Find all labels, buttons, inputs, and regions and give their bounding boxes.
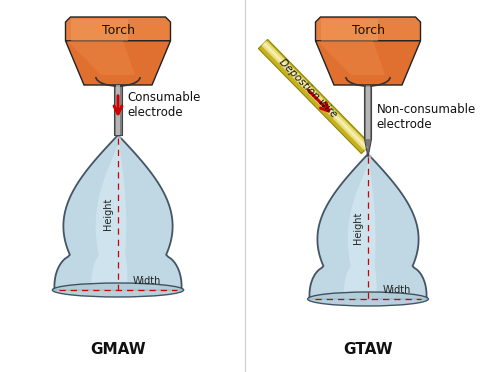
Text: Torch: Torch	[352, 25, 384, 38]
Bar	[364, 85, 372, 139]
Text: Height: Height	[353, 212, 363, 244]
Polygon shape	[316, 17, 420, 41]
Polygon shape	[320, 19, 378, 41]
Polygon shape	[310, 154, 426, 299]
Text: Width: Width	[133, 276, 162, 286]
Polygon shape	[262, 41, 370, 151]
Bar	[114, 85, 122, 135]
Polygon shape	[263, 42, 368, 149]
Polygon shape	[66, 41, 170, 85]
Bar	[364, 85, 366, 139]
Polygon shape	[54, 135, 182, 290]
Polygon shape	[70, 19, 128, 41]
Text: Height: Height	[103, 198, 113, 230]
Text: Non-consumable
electrode: Non-consumable electrode	[376, 103, 476, 131]
Text: GTAW: GTAW	[343, 342, 393, 357]
Polygon shape	[316, 41, 420, 85]
Bar	[370, 85, 372, 139]
Polygon shape	[318, 41, 385, 75]
Text: Depostion wire: Depostion wire	[277, 57, 339, 119]
Bar	[116, 85, 120, 135]
Ellipse shape	[52, 283, 184, 297]
Polygon shape	[258, 39, 370, 154]
Ellipse shape	[308, 292, 428, 306]
Text: Torch: Torch	[102, 25, 134, 38]
Text: Width: Width	[383, 285, 412, 295]
Bar	[366, 85, 370, 139]
Polygon shape	[68, 41, 135, 75]
Polygon shape	[364, 139, 372, 157]
Text: GMAW: GMAW	[90, 342, 146, 357]
Text: Consumable
electrode: Consumable electrode	[127, 91, 200, 119]
Polygon shape	[66, 17, 170, 41]
Polygon shape	[344, 154, 377, 299]
Polygon shape	[91, 135, 128, 290]
